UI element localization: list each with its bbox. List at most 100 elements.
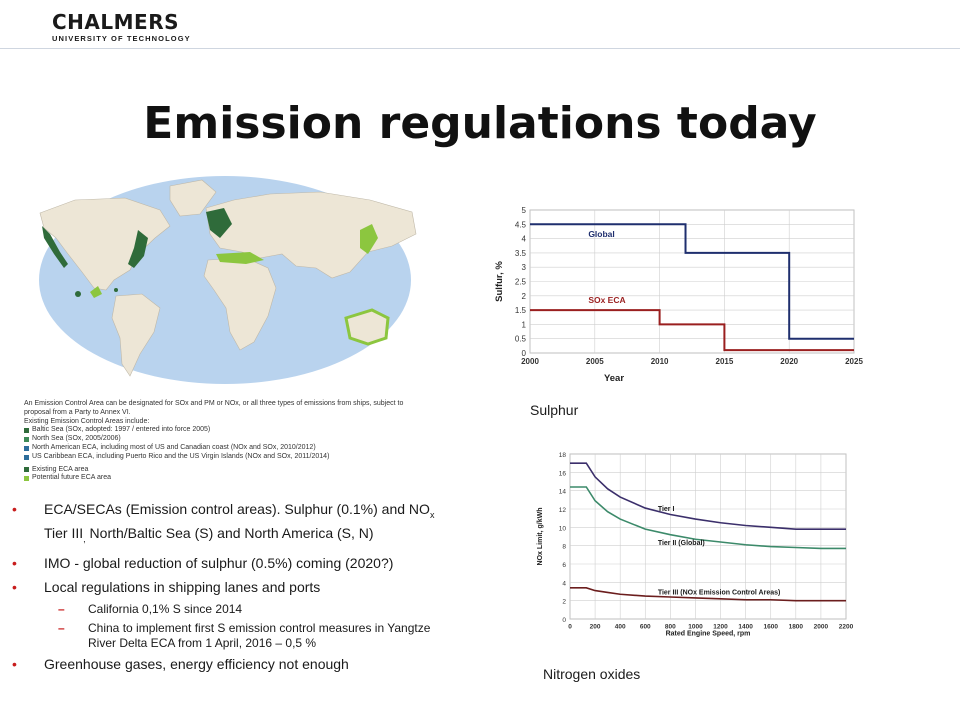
y-tick-label: 5 (522, 206, 527, 215)
nox-chart-svg: 0 2 4 6 8 10 12 14 16 18 0 200 400 600 800 1000 1200 1400… (537, 452, 854, 638)
x-axis-label: Year (604, 373, 624, 384)
plot-area (569, 453, 847, 620)
series-label: Tier II (Global) (658, 540, 705, 547)
series-line-1 (530, 309, 854, 352)
map-legend-existing: Existing ECA area (24, 466, 424, 475)
y-tick-label: 3 (522, 263, 527, 272)
bullet-item: • ECA/SECAs (Emission control areas). Su… (10, 500, 450, 548)
x-tick-label: 1800 (789, 624, 804, 631)
swatch-icon (24, 428, 29, 434)
bullet-list: • ECA/SECAs (Emission control areas). Su… (10, 500, 450, 679)
bullet-dot-icon: • (12, 501, 17, 517)
swatch-icon (24, 445, 29, 451)
eca-caribbean (114, 288, 118, 292)
header-divider (0, 48, 960, 49)
x-tick-label: 2200 (839, 624, 854, 631)
y-tick-label: 4 (522, 235, 527, 244)
bullet-dot-icon: • (12, 554, 17, 571)
world-map-graphic (39, 176, 417, 384)
eca-world-map (20, 168, 430, 398)
bullet-item: • Local regulations in shipping lanes an… (10, 578, 450, 596)
x-tick-label: 0 (568, 624, 572, 631)
bullet-text: Greenhouse gases, energy efficiency not … (44, 655, 349, 672)
eca-north-america-west (42, 226, 68, 268)
y-tick-label: 4 (562, 580, 566, 587)
x-tick-label: 1000 (688, 624, 703, 631)
map-caption-item: North Sea (SOx, 2005/2006) (24, 435, 424, 444)
bullet-dot-icon: • (12, 578, 17, 595)
map-caption-intro: An Emission Control Area can be designat… (24, 400, 404, 416)
legend-swatch-icon (24, 467, 29, 473)
y-axis-label: Sulfur, % (494, 261, 505, 302)
x-tick-label: 600 (640, 624, 651, 631)
y-tick-label: 1.5 (515, 306, 527, 315)
sulphur-chart-svg: 0 0.5 1 1.5 2 2.5 3 3.5 4 4.5 5 2000 2005 2010 2015 202… (494, 206, 863, 384)
slide-title: Emission regulations today (143, 98, 817, 149)
dash-icon: – (58, 620, 65, 635)
y-tick-label: 0 (522, 349, 527, 358)
x-tick-label: 2000 (521, 357, 539, 366)
series-line-1 (570, 486, 846, 550)
bullet-dot-icon: • (12, 655, 17, 672)
bullet-text: ECA/SECAs (Emission control areas). Sulp… (44, 501, 435, 544)
eca-hawaii (75, 291, 81, 297)
map-caption: An Emission Control Area can be designat… (24, 400, 424, 483)
subbullet-item: – California 0,1% S since 2014 (10, 602, 450, 617)
series-label: Tier I (658, 506, 675, 513)
nox-chart: 0 2 4 6 8 10 12 14 16 18 0 200 400 600 800 1000 1200 1400… (530, 448, 860, 648)
y-tick-label: 0.5 (515, 335, 527, 344)
nox-label: Nitrogen oxides (543, 666, 641, 682)
y-tick-label: 2 (562, 599, 566, 606)
legend-swatch-icon (24, 476, 29, 482)
eca-mexico (90, 286, 102, 298)
y-tick-label: 8 (562, 544, 566, 551)
map-caption-item: North American ECA, including most of US… (24, 444, 424, 453)
map-caption-item: Baltic Sea (SOx, adopted: 1997 / entered… (24, 426, 424, 435)
x-axis-label: Rated Engine Speed, rpm (666, 631, 751, 638)
x-tick-label: 1600 (763, 624, 778, 631)
x-tick-label: 400 (615, 624, 626, 631)
x-tick-label: 2020 (780, 357, 798, 366)
y-tick-label: 0 (562, 617, 566, 624)
subbullet-text: China to implement first S emission cont… (88, 620, 431, 650)
y-tick-label: 18 (559, 452, 567, 459)
eca-north-baltic-sea (206, 208, 232, 238)
y-axis-label: NOx Limit, g/kWh (537, 508, 544, 566)
swatch-icon (24, 437, 29, 443)
x-tick-label: 1400 (738, 624, 753, 631)
x-tick-label: 2010 (651, 357, 669, 366)
x-tick-label: 200 (590, 624, 601, 631)
africa-land (203, 257, 277, 351)
x-tick-label: 2015 (716, 357, 734, 366)
swatch-icon (24, 454, 29, 460)
y-tick-label: 16 (559, 470, 567, 477)
y-tick-label: 14 (559, 489, 567, 496)
map-caption-list-title: Existing Emission Control Areas include: (24, 417, 150, 425)
y-tick-label: 12 (559, 507, 567, 514)
sulphur-label: Sulphur (530, 402, 579, 418)
logo-subtitle: UNIVERSITY OF TECHNOLOGY (52, 34, 191, 43)
logo-wordmark: CHALMERS (52, 10, 180, 34)
x-tick-label: 2000 (814, 624, 829, 631)
greenland-land (169, 179, 217, 217)
bullet-item: • IMO - global reduction of sulphur (0.5… (10, 554, 450, 572)
x-tick-label: 2005 (586, 357, 604, 366)
x-tick-label: 800 (665, 624, 676, 631)
series-line-2 (570, 587, 846, 602)
y-tick-label: 2.5 (515, 278, 527, 287)
south-america-land (111, 293, 161, 377)
series-label: Tier III (NOx Emission Control Areas) (658, 589, 781, 596)
x-tick-label: 1200 (713, 624, 728, 631)
series-label: SOx ECA (588, 295, 625, 305)
y-tick-label: 2 (522, 292, 527, 301)
eca-australia (344, 308, 390, 346)
north-america-land (39, 197, 171, 291)
series-line-0 (530, 223, 854, 340)
eca-north-america-east (128, 230, 148, 268)
map-caption-item: US Caribbean ECA, including Puerto Rico … (24, 453, 424, 462)
series-label: Global (588, 229, 614, 239)
eurasia-land (205, 191, 417, 279)
subbullet-item: – China to implement first S emission co… (10, 621, 450, 651)
eca-japan (360, 224, 378, 254)
y-tick-label: 1 (522, 320, 527, 329)
